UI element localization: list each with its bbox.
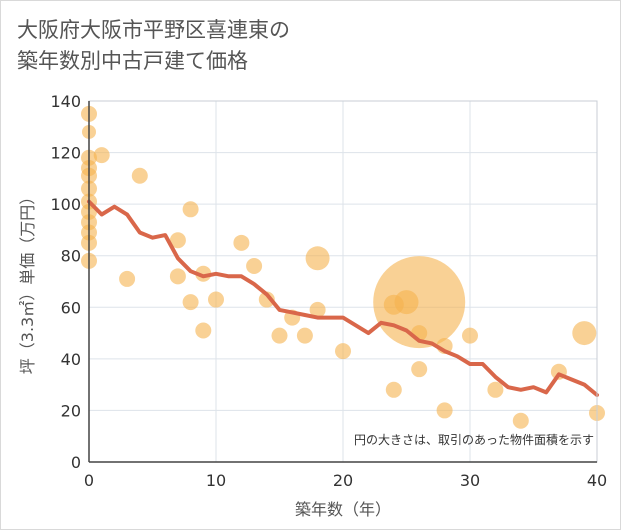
y-tick-label: 40 [61, 350, 81, 369]
y-axis-ticks: 0 20 40 60 80 100 120 140 [50, 92, 81, 472]
x-tick-label: 40 [587, 471, 607, 490]
data-bubble [169, 268, 186, 285]
data-bubble [462, 327, 478, 344]
y-tick-label: 0 [71, 453, 81, 472]
data-bubble [436, 402, 453, 419]
y-tick-label: 100 [50, 195, 81, 214]
data-bubble [309, 301, 326, 318]
data-bubble [182, 201, 199, 218]
x-tick-label: 30 [460, 471, 480, 490]
data-bubble [271, 327, 288, 344]
y-tick-label: 20 [61, 401, 81, 420]
data-bubble [195, 322, 212, 339]
data-bubble [335, 343, 351, 360]
data-bubble [305, 246, 330, 271]
y-tick-label: 80 [61, 247, 81, 266]
data-bubble [182, 294, 199, 311]
data-bubble [119, 270, 136, 287]
x-tick-label: 20 [333, 471, 353, 490]
x-tick-label: 10 [206, 471, 226, 490]
data-bubble [572, 321, 597, 346]
chart-title-line2: 築年数別中古戸建て価格 [17, 49, 248, 73]
data-bubble [296, 327, 313, 344]
data-bubble [131, 167, 148, 184]
x-tick-label: 0 [84, 471, 94, 490]
chart-title-line1: 大阪府大阪市平野区喜連東の [17, 18, 290, 42]
y-tick-label: 60 [61, 298, 81, 317]
data-bubble [385, 381, 402, 398]
grid-lines [89, 100, 598, 462]
data-bubble [512, 412, 529, 429]
y-tick-label: 120 [50, 144, 81, 163]
data-bubble [487, 381, 504, 398]
chart-title: 大阪府大阪市平野区喜連東の 築年数別中古戸建て価格 [17, 15, 290, 77]
data-bubble [93, 147, 110, 164]
data-bubble [195, 265, 212, 282]
y-tick-label: 140 [50, 92, 81, 111]
data-bubble [233, 234, 250, 251]
y-axis-title: 坪（3.3㎡）単価（万円） [18, 189, 37, 374]
data-bubble [169, 232, 186, 249]
bubble-size-note: 円の大きさは、取引のあった物件面積を示す [354, 432, 594, 447]
data-bubble [208, 291, 224, 308]
x-axis-ticks: 0 10 20 30 40 [84, 471, 607, 490]
x-axis-title: 築年数（年） [295, 500, 391, 519]
data-bubble [411, 361, 428, 378]
data-bubble [246, 258, 263, 275]
trend-line [87, 199, 599, 397]
data-bubble [258, 291, 275, 308]
